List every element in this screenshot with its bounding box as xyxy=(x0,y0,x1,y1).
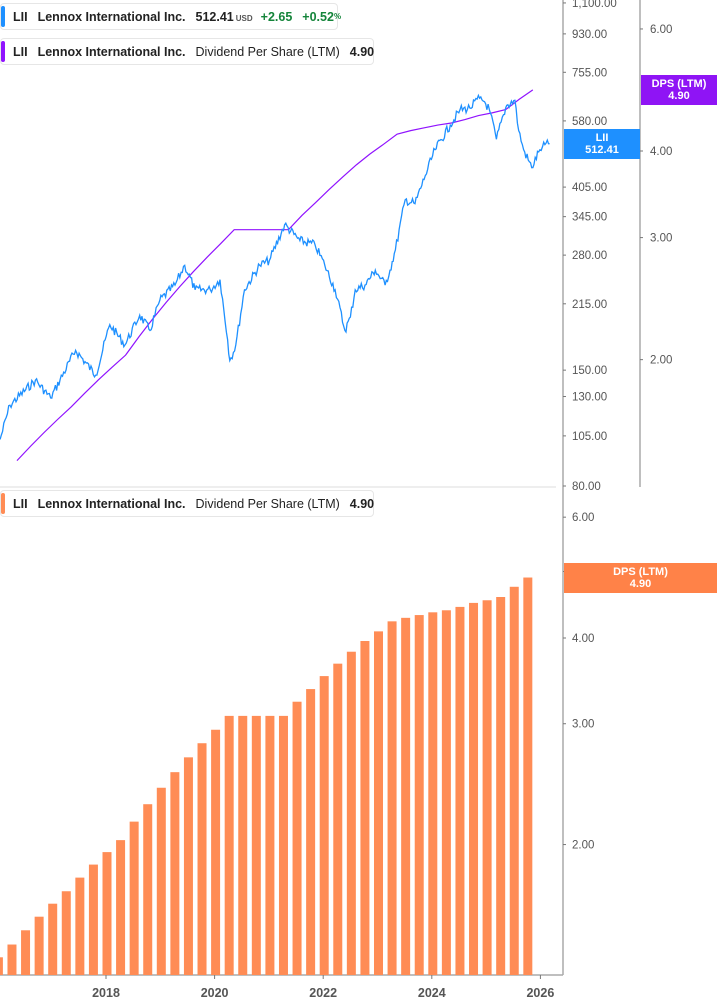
dps-bar xyxy=(61,891,71,975)
dps-bar xyxy=(482,600,492,975)
legend-company: Lennox International Inc. xyxy=(37,496,186,511)
price-axis-label: 105.00 xyxy=(572,431,607,443)
legend-company: Lennox International Inc. xyxy=(37,9,186,24)
dps-axis-label: 2.00 xyxy=(650,355,672,367)
legend-change-pct: +0.52 xyxy=(302,9,334,24)
dps-bar xyxy=(156,787,166,975)
dps-bar-legend-color xyxy=(1,493,5,514)
dps-tag-label: DPS (LTM) xyxy=(651,78,707,90)
price-axis-label: 150.00 xyxy=(572,365,607,377)
legend-change: +2.65 xyxy=(260,9,293,24)
dps-bar xyxy=(428,612,438,975)
dps-bar-axis-label: 4.00 xyxy=(572,633,594,645)
dps-legend-bottom[interactable]: LII Lennox International Inc. Dividend P… xyxy=(0,490,374,517)
dps-bar xyxy=(88,864,98,975)
dps-tag-bottom: DPS (LTM) 4.90 xyxy=(564,563,717,593)
legend-ticker: LII xyxy=(13,496,28,511)
dps-bar xyxy=(7,944,17,975)
dps-legend-top[interactable]: LII Lennox International Inc. Dividend P… xyxy=(0,38,374,65)
dps-bar xyxy=(129,821,139,975)
dps-bar xyxy=(455,606,465,975)
price-legend-color xyxy=(1,6,5,27)
dps-bar xyxy=(319,676,329,975)
dps-bar xyxy=(170,772,180,975)
dps-tag-value: 4.90 xyxy=(629,578,652,590)
dps-bar xyxy=(21,930,31,975)
dps-tag-label: DPS (LTM) xyxy=(613,566,668,578)
x-axis-label: 2022 xyxy=(309,986,337,1000)
dps-tag-top: DPS (LTM) 4.90 xyxy=(641,75,717,105)
price-axis-label: 280.00 xyxy=(572,250,607,262)
dps-tag-value: 4.90 xyxy=(668,90,690,102)
price-axis-label: 345.00 xyxy=(572,212,607,224)
dps-axis-label: 4.00 xyxy=(650,146,672,158)
dps-bar xyxy=(292,701,302,975)
dps-bar xyxy=(183,757,193,975)
dps-bar xyxy=(265,715,275,975)
price-axis-label: 755.00 xyxy=(572,67,607,79)
dps-bar xyxy=(523,577,533,975)
x-axis-label: 2020 xyxy=(201,986,229,1000)
dps-bar xyxy=(238,715,248,975)
dps-bar xyxy=(306,689,316,975)
x-axis-label: 2026 xyxy=(526,986,554,1000)
dps-bar xyxy=(401,617,411,975)
dps-bar xyxy=(374,631,383,975)
legend-value: 4.90 xyxy=(349,44,375,59)
dps-bar xyxy=(346,651,356,975)
price-axis-label: 215.00 xyxy=(572,299,607,311)
dps-bar xyxy=(224,715,234,975)
price-axis-label: 405.00 xyxy=(572,182,607,194)
dps-bar xyxy=(509,586,519,975)
dps-bar xyxy=(102,852,112,975)
price-axis-label: 930.00 xyxy=(572,29,607,41)
dps-bar xyxy=(387,621,397,975)
x-axis-label: 2024 xyxy=(418,986,446,1000)
dps-legend-color xyxy=(1,41,5,62)
dps-bar xyxy=(75,877,85,975)
dps-bar xyxy=(278,715,288,975)
price-legend[interactable]: LII Lennox International Inc. 512.41 USD… xyxy=(0,3,342,30)
price-axis-label: 80.00 xyxy=(572,481,601,493)
dps-bar xyxy=(333,663,343,975)
dps-bar xyxy=(496,596,506,975)
price-axis-label: 130.00 xyxy=(572,392,607,404)
price-tag-label: LII xyxy=(595,132,609,144)
legend-currency: USD xyxy=(235,14,253,23)
dps-bar xyxy=(0,957,3,975)
legend-ticker: LII xyxy=(13,9,28,24)
legend-metric: Dividend Per Share (LTM) xyxy=(195,496,340,511)
legend-pct-sign: % xyxy=(333,12,342,21)
legend-value: 4.90 xyxy=(349,496,375,511)
x-axis-label: 2018 xyxy=(92,986,120,1000)
dps-bar xyxy=(360,640,370,975)
legend-ticker: LII xyxy=(13,44,28,59)
dps-line xyxy=(16,89,534,462)
price-tag: LII 512.41 xyxy=(564,129,640,159)
dps-bar xyxy=(116,840,126,975)
dps-bar xyxy=(441,610,451,975)
legend-metric: Dividend Per Share (LTM) xyxy=(195,44,340,59)
price-axis-label: 1,100.00 xyxy=(572,0,617,10)
dps-bar xyxy=(469,602,479,975)
dps-axis-label: 3.00 xyxy=(650,233,672,245)
dps-bar xyxy=(251,715,261,975)
dps-bar xyxy=(34,916,44,975)
price-line xyxy=(0,93,550,440)
dps-bar-axis-label: 2.00 xyxy=(572,840,594,852)
legend-price: 512.41 xyxy=(195,9,234,24)
price-axis-label: 580.00 xyxy=(572,116,607,128)
dps-axis-label: 6.00 xyxy=(650,24,672,36)
price-tag-value: 512.41 xyxy=(585,144,619,156)
dps-bar-axis-label: 6.00 xyxy=(572,512,594,524)
dps-bar xyxy=(414,615,424,975)
dps-bar xyxy=(197,743,207,975)
legend-company: Lennox International Inc. xyxy=(37,44,186,59)
dps-bar xyxy=(143,804,153,975)
dps-bar-axis-label: 3.00 xyxy=(572,719,594,731)
dps-bar xyxy=(211,729,221,975)
dps-bar xyxy=(48,903,58,975)
